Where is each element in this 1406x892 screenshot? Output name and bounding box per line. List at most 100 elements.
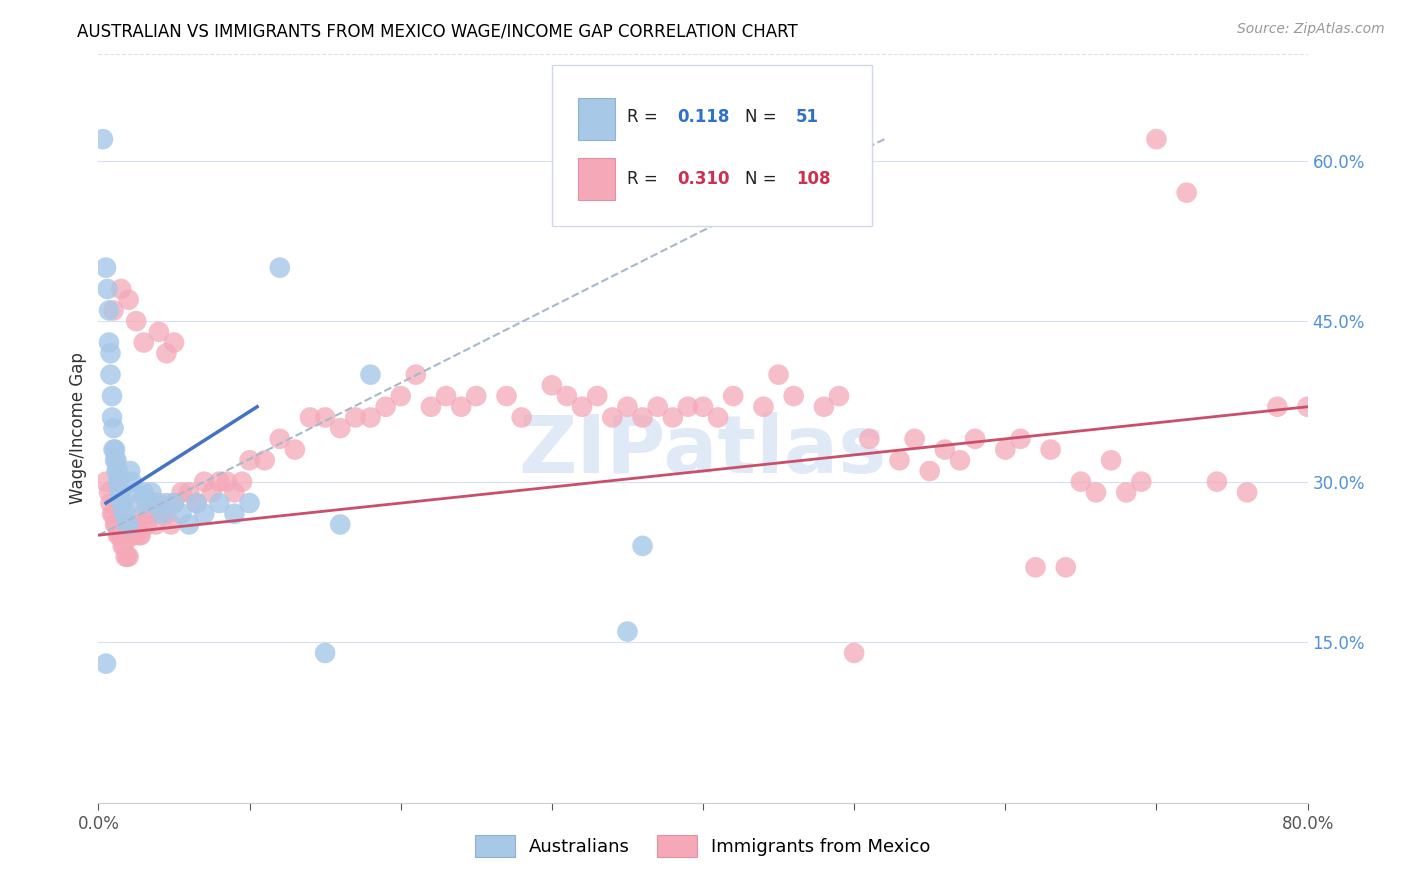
Point	[631, 539, 654, 553]
Point	[299, 410, 322, 425]
Point	[100, 368, 122, 382]
Point	[586, 389, 609, 403]
Text: 0.310: 0.310	[678, 169, 730, 187]
Point	[94, 260, 117, 275]
Point	[94, 475, 117, 489]
Point	[208, 496, 231, 510]
Point	[813, 400, 835, 414]
Point	[783, 389, 806, 403]
Point	[141, 507, 163, 521]
FancyBboxPatch shape	[578, 159, 614, 200]
Point	[121, 475, 143, 489]
Point	[1099, 453, 1122, 467]
Point	[661, 410, 683, 425]
Text: AUSTRALIAN VS IMMIGRANTS FROM MEXICO WAGE/INCOME GAP CORRELATION CHART: AUSTRALIAN VS IMMIGRANTS FROM MEXICO WAG…	[77, 22, 799, 40]
Point	[405, 368, 427, 382]
Point	[115, 549, 138, 564]
Point	[125, 314, 148, 328]
Point	[889, 453, 911, 467]
Point	[768, 368, 790, 382]
Point	[132, 335, 155, 350]
Point	[314, 646, 336, 660]
Text: R =: R =	[627, 169, 662, 187]
Point	[1010, 432, 1032, 446]
Point	[148, 496, 170, 510]
Point	[329, 517, 352, 532]
Point	[118, 517, 141, 532]
Point	[150, 507, 173, 521]
Point	[707, 410, 730, 425]
Point	[110, 485, 132, 500]
Point	[112, 507, 135, 521]
Point	[163, 496, 186, 510]
Point	[344, 410, 367, 425]
Point	[1175, 186, 1198, 200]
Text: Source: ZipAtlas.com: Source: ZipAtlas.com	[1237, 22, 1385, 37]
Point	[101, 507, 124, 521]
Point	[101, 410, 124, 425]
Point	[374, 400, 396, 414]
Point	[239, 453, 262, 467]
Point	[120, 517, 142, 532]
Point	[752, 400, 775, 414]
Point	[1024, 560, 1046, 574]
Point	[495, 389, 517, 403]
Point	[107, 475, 129, 489]
Point	[224, 485, 246, 500]
Point	[110, 496, 132, 510]
Point	[193, 475, 215, 489]
Point	[129, 528, 152, 542]
Point	[155, 496, 177, 510]
Point	[121, 517, 143, 532]
Point	[616, 624, 638, 639]
Text: 0.118: 0.118	[678, 108, 730, 126]
Point	[231, 475, 253, 489]
Point	[571, 400, 593, 414]
Point	[510, 410, 533, 425]
Point	[1144, 132, 1167, 146]
Point	[676, 400, 699, 414]
Text: 108: 108	[796, 169, 831, 187]
Text: 51: 51	[796, 108, 820, 126]
Point	[103, 421, 125, 435]
Point	[1039, 442, 1062, 457]
Point	[170, 507, 193, 521]
Point	[145, 517, 167, 532]
FancyBboxPatch shape	[551, 65, 872, 226]
Point	[193, 507, 215, 521]
Point	[616, 400, 638, 414]
Point	[1206, 475, 1229, 489]
Point	[1267, 400, 1289, 414]
Point	[314, 410, 336, 425]
Point	[450, 400, 472, 414]
Point	[141, 485, 163, 500]
Point	[108, 528, 131, 542]
Point	[105, 453, 128, 467]
Point	[115, 517, 138, 532]
Point	[103, 442, 125, 457]
Point	[723, 389, 745, 403]
Point	[103, 507, 125, 521]
Point	[114, 507, 136, 521]
Point	[101, 389, 124, 403]
Point	[100, 346, 122, 360]
Point	[420, 400, 443, 414]
Point	[163, 496, 186, 510]
Point	[186, 496, 208, 510]
Point	[692, 400, 714, 414]
Point	[148, 325, 170, 339]
Point	[98, 485, 121, 500]
Text: ZIPatlas: ZIPatlas	[519, 411, 887, 490]
Point	[103, 303, 125, 318]
Point	[828, 389, 851, 403]
Point	[94, 657, 117, 671]
Point	[132, 507, 155, 521]
Point	[647, 400, 669, 414]
Point	[179, 517, 201, 532]
Point	[994, 442, 1017, 457]
Y-axis label: Wage/Income Gap: Wage/Income Gap	[69, 352, 87, 504]
Point	[540, 378, 562, 392]
Point	[934, 442, 956, 457]
Point	[128, 528, 150, 542]
Point	[104, 442, 127, 457]
